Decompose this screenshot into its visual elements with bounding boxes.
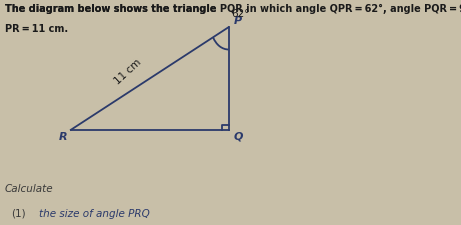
Text: Calculate: Calculate: [5, 184, 53, 194]
Text: P: P: [234, 16, 242, 26]
Text: 11 cm: 11 cm: [112, 57, 143, 86]
Text: R: R: [59, 131, 68, 141]
Text: The diagram below shows the triangle PQR in which angle QPR = 62°, angle PQR = 9: The diagram below shows the triangle PQR…: [5, 4, 461, 14]
Text: Q: Q: [233, 131, 243, 141]
Text: 62°: 62°: [231, 9, 249, 18]
Text: the size of angle PRQ: the size of angle PRQ: [39, 208, 150, 218]
Text: The diagram below shows the triangle: The diagram below shows the triangle: [5, 4, 219, 13]
Text: PR = 11 cm.: PR = 11 cm.: [5, 24, 68, 34]
Text: (1): (1): [11, 208, 25, 218]
